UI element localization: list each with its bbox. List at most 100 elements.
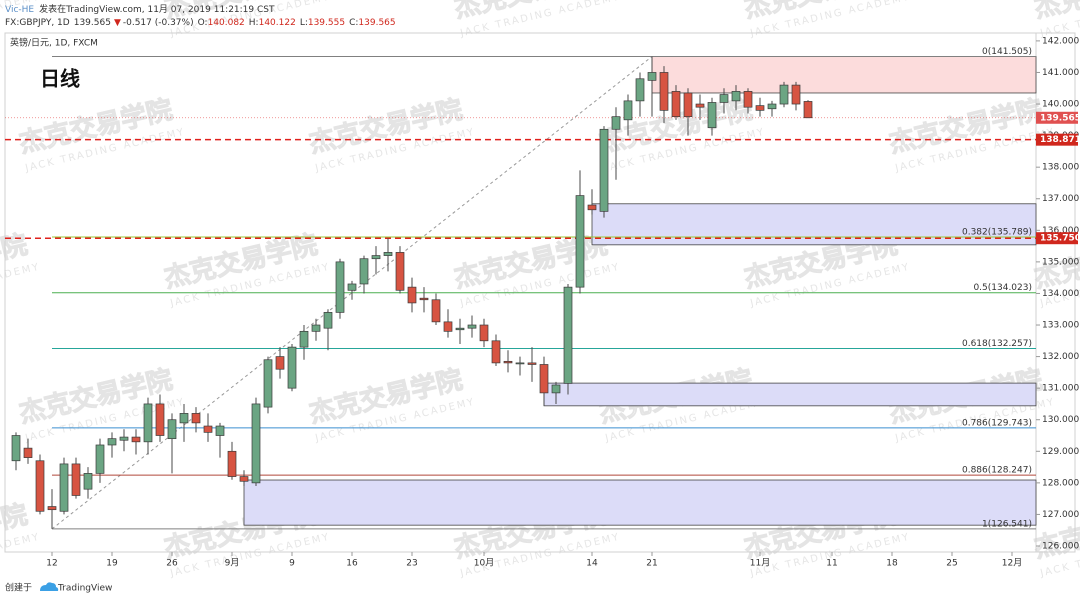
- change: -0.517 (-0.37%): [123, 18, 194, 28]
- ohlc-value: 139.565: [358, 18, 395, 28]
- candle-body: [659, 72, 669, 111]
- y-tick-label: 133.000: [1042, 321, 1079, 331]
- ohlc-value: 139.555: [308, 18, 345, 28]
- last: 139.565: [74, 18, 111, 28]
- candle-body: [59, 463, 69, 512]
- candle-body: [239, 476, 249, 482]
- x-tick-label: 21: [646, 559, 657, 569]
- candle-body: [251, 403, 261, 484]
- candle-body: [707, 102, 717, 129]
- y-tick-label: 137.000: [1042, 194, 1079, 204]
- candle-body: [431, 299, 441, 323]
- candle-body: [143, 403, 153, 443]
- candle-body: [191, 413, 201, 424]
- candle-body: [275, 356, 285, 370]
- candle-body: [491, 340, 501, 364]
- candle-body: [623, 100, 633, 121]
- chart-title: 日线: [40, 67, 80, 91]
- candle-body: [587, 204, 597, 211]
- x-tick-label: 26: [166, 559, 178, 569]
- candle-body: [203, 425, 213, 433]
- candle-body: [683, 92, 693, 118]
- price-tag-label: 139.565: [1040, 113, 1080, 123]
- price-tag: [1036, 232, 1078, 245]
- candle-body: [539, 364, 549, 394]
- x-tick-label: 25: [946, 559, 957, 569]
- fib-trend: [51, 56, 653, 530]
- price-tag-label: 135.750: [1040, 234, 1080, 244]
- x-tick-label: 9: [289, 559, 295, 569]
- candle-body: [503, 360, 513, 364]
- candle-body: [767, 103, 777, 110]
- author: Vic-HE: [5, 5, 34, 15]
- candle-body: [167, 419, 177, 440]
- ohlc-value: 140.082: [208, 18, 245, 28]
- candle-body: [611, 116, 621, 130]
- candle-body: [803, 101, 813, 119]
- y-tick-label: 134.000: [1042, 289, 1079, 299]
- candle-body: [359, 258, 369, 285]
- y-tick-label: 136.000: [1042, 226, 1079, 236]
- ohlc-key: L:: [300, 18, 308, 28]
- candle-body: [119, 436, 129, 441]
- footer-created: 创建于: [5, 582, 32, 594]
- y-tick-label: 138.000: [1042, 163, 1079, 173]
- y-tick-label: 127.000: [1042, 510, 1079, 520]
- x-tick-label: 23: [406, 559, 417, 569]
- candle-body: [671, 91, 681, 118]
- candle-body: [467, 324, 477, 329]
- candle-body: [755, 105, 765, 111]
- price-tag: [1036, 133, 1078, 146]
- published: 发表在TradingView.com, 11月 07, 2019 11:21:1…: [39, 3, 275, 15]
- plot: 0(141.505) 0.382(135.789) 0.5(134.023) 0.61…: [4, 32, 1080, 569]
- y-tick-label: 132.000: [1042, 352, 1079, 362]
- price-tag-label: 138.871: [1040, 135, 1080, 145]
- candle-body: [299, 330, 309, 348]
- candle-body: [395, 252, 405, 291]
- candle-body: [527, 362, 537, 365]
- candle-body: [287, 346, 297, 389]
- y-tick-label: 128.000: [1042, 478, 1079, 488]
- x-tick-label: 14: [586, 559, 598, 569]
- candle-body: [335, 261, 345, 313]
- y-tick-label: 141.000: [1042, 68, 1079, 78]
- candle-body: [695, 103, 705, 108]
- x-tick-label: 12月: [1002, 558, 1022, 569]
- arrow: ▼: [114, 18, 121, 28]
- candle-body: [383, 252, 393, 256]
- x-tick-label: 9月: [225, 558, 240, 569]
- header-line-1: Vic-HE 发表在TradingView.com, 11月 07, 2019 1…: [5, 3, 275, 15]
- ohlc-key: O:: [198, 18, 208, 28]
- y-tick-label: 130.000: [1042, 415, 1079, 425]
- x-tick-label: 19: [106, 559, 118, 569]
- candle-body: [575, 195, 585, 288]
- x-tick-label: 11: [826, 559, 837, 569]
- fib-label: 0.786(129.743): [962, 418, 1032, 428]
- candle-body: [11, 435, 21, 462]
- symbol: FX:GBPJPY, 1D: [5, 18, 70, 28]
- y-tick-label: 135.000: [1042, 257, 1079, 267]
- candle-body: [215, 425, 225, 436]
- fib-label: 0(141.505): [982, 47, 1032, 57]
- price-tag: [1036, 111, 1078, 124]
- x-tick-label: 18: [886, 559, 898, 569]
- y-tick-label: 142.000: [1042, 36, 1079, 46]
- header-line-2: FX:GBPJPY, 1D 139.565 ▼ -0.517 (-0.37%) O:14…: [5, 18, 396, 28]
- candle-body: [47, 506, 57, 511]
- fib-label: 0.5(134.023): [973, 283, 1032, 293]
- candle-body: [131, 436, 141, 443]
- y-tick-label: 131.000: [1042, 384, 1079, 394]
- ohlc-key: C:: [349, 18, 358, 28]
- candle-body: [347, 283, 357, 291]
- fib-label: 0.618(132.257): [962, 339, 1032, 349]
- y-tick-label: 129.000: [1042, 447, 1079, 457]
- candle-body: [455, 327, 465, 331]
- candle-body: [83, 473, 93, 490]
- ohlc-value: 140.122: [259, 18, 296, 28]
- fib-label: 0.886(128.247): [962, 466, 1032, 476]
- x-tick-label: 12: [46, 559, 57, 569]
- candle-body: [719, 94, 729, 103]
- fib-label: 1(126.541): [982, 519, 1032, 529]
- zone: [651, 56, 1037, 94]
